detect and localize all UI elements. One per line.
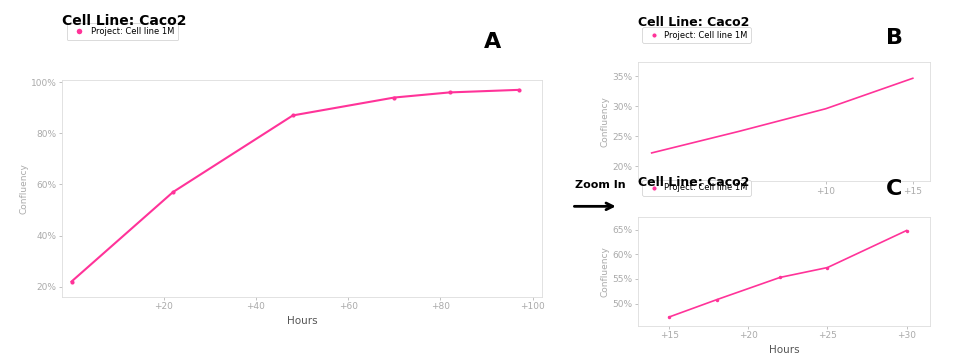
- Text: Cell Line: Caco2: Cell Line: Caco2: [638, 176, 749, 189]
- Text: Cell Line: Caco2: Cell Line: Caco2: [638, 16, 749, 29]
- X-axis label: Hours: Hours: [769, 345, 799, 354]
- Legend: Project: Cell line 1M: Project: Cell line 1M: [66, 23, 178, 40]
- Y-axis label: Confluency: Confluency: [19, 163, 28, 214]
- Text: Zoom In: Zoom In: [575, 180, 626, 190]
- Legend: Project: Cell line 1M: Project: Cell line 1M: [642, 28, 751, 43]
- Text: Cell Line: Caco2: Cell Line: Caco2: [62, 14, 187, 29]
- Text: C: C: [886, 179, 902, 199]
- Legend: Project: Cell line 1M: Project: Cell line 1M: [642, 180, 751, 196]
- Text: B: B: [886, 28, 903, 48]
- Text: A: A: [484, 32, 502, 52]
- Y-axis label: Confluency: Confluency: [600, 246, 609, 297]
- X-axis label: Hours: Hours: [287, 316, 317, 325]
- Y-axis label: Confluency: Confluency: [600, 96, 609, 147]
